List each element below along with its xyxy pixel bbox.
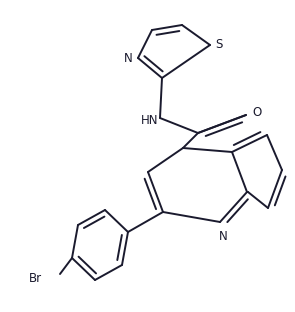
Text: S: S <box>215 38 222 51</box>
Text: N: N <box>124 51 133 65</box>
Text: HN: HN <box>140 114 158 126</box>
Text: Br: Br <box>29 271 42 285</box>
Text: O: O <box>252 106 261 119</box>
Text: N: N <box>219 230 227 243</box>
